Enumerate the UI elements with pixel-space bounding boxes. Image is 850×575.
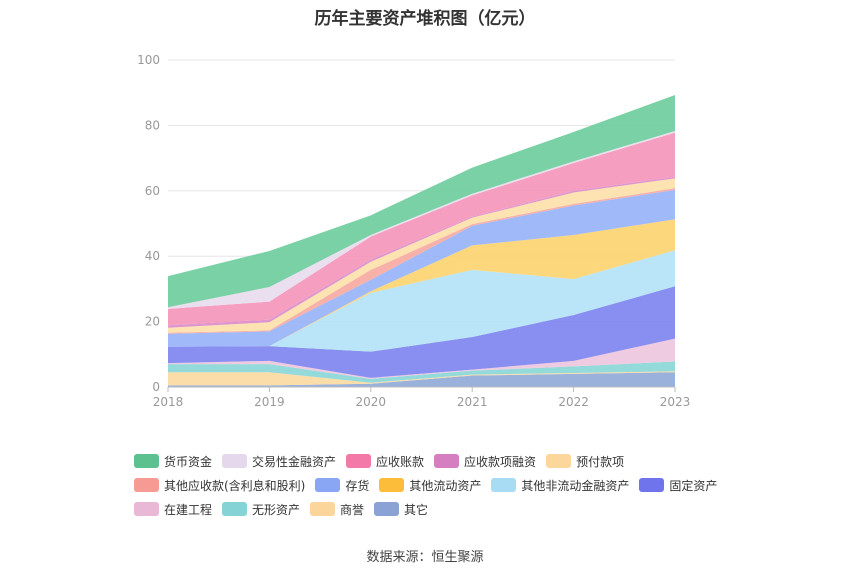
area-series-货币资金 bbox=[168, 94, 675, 308]
legend-label: 其他流动资产 bbox=[409, 478, 482, 493]
area-series-预付款项 bbox=[168, 178, 675, 333]
legend-item[interactable]: 其它 bbox=[374, 501, 428, 518]
legend-swatch bbox=[639, 478, 665, 492]
legend-label: 其它 bbox=[404, 502, 429, 517]
legend-swatch bbox=[222, 502, 248, 516]
legend-label: 应收款项融资 bbox=[464, 454, 537, 469]
legend-item[interactable]: 交易性金融资产 bbox=[222, 453, 336, 470]
legend-row: 货币资金 交易性金融资产 应收账款 应收款项融资 预付款项 bbox=[134, 449, 754, 473]
x-tick-label: 2023 bbox=[660, 395, 691, 409]
legend-item[interactable]: 无形资产 bbox=[222, 501, 300, 518]
y-tick-label: 60 bbox=[145, 184, 160, 198]
y-tick-label: 80 bbox=[145, 118, 160, 132]
legend-item[interactable]: 货币资金 bbox=[134, 453, 212, 470]
area-series-应收账款 bbox=[168, 132, 675, 326]
legend-label: 商誉 bbox=[340, 502, 365, 517]
legend-label: 在建工程 bbox=[164, 502, 213, 517]
y-tick-label: 20 bbox=[145, 315, 160, 329]
legend-item[interactable]: 其他非流动金融资产 bbox=[491, 477, 629, 494]
legend-item[interactable]: 应收款项融资 bbox=[434, 453, 536, 470]
y-tick-label: 100 bbox=[137, 53, 160, 67]
stacked-area-chart: 0 20 40 60 80 100 2018 2019 2020 2021 2022 2023 bbox=[137, 53, 690, 409]
legend-item[interactable]: 在建工程 bbox=[134, 501, 212, 518]
legend-item[interactable]: 其他流动资产 bbox=[379, 477, 481, 494]
x-tick-label: 2021 bbox=[457, 395, 488, 409]
legend-swatch bbox=[134, 478, 159, 492]
area-series-商誉 bbox=[168, 371, 675, 386]
legend-swatch bbox=[374, 502, 400, 516]
x-tick-label: 2018 bbox=[153, 395, 184, 409]
area-series-layer bbox=[168, 94, 675, 387]
legend-label: 其他非流动金融资产 bbox=[521, 478, 630, 493]
axes: 0 20 40 60 80 100 2018 2019 2020 2021 2022 2023 bbox=[137, 53, 690, 409]
area-series-其他流动资产 bbox=[168, 219, 675, 347]
x-tick-label: 2019 bbox=[254, 395, 285, 409]
legend-label: 无形资产 bbox=[252, 502, 301, 517]
legend-swatch bbox=[310, 502, 336, 516]
legend-swatch bbox=[546, 454, 572, 468]
chart-title: 历年主要资产堆积图（亿元） bbox=[314, 9, 536, 29]
legend-row: 其他应收款(含利息和股利) 存货 其他流动资产 其他非流动金融资产 固定资产 bbox=[134, 473, 754, 497]
y-tick-label: 0 bbox=[152, 380, 160, 394]
legend-item[interactable]: 商誉 bbox=[310, 501, 364, 518]
legend-label: 应收账款 bbox=[376, 454, 425, 469]
legend-item[interactable]: 其他应收款(含利息和股利) bbox=[134, 477, 305, 494]
legend-swatch bbox=[134, 454, 159, 468]
legend-swatch bbox=[315, 478, 341, 492]
legend-label: 其他应收款(含利息和股利) bbox=[164, 478, 306, 493]
legend-row: 在建工程 无形资产 商誉 其它 bbox=[134, 497, 754, 521]
legend-swatch bbox=[434, 454, 460, 468]
x-tick-label: 2020 bbox=[356, 395, 387, 409]
legend: 货币资金 交易性金融资产 应收账款 应收款项融资 预付款项其他应收款(含利息和股利) 存货… bbox=[134, 449, 754, 521]
legend-item[interactable]: 固定资产 bbox=[639, 477, 717, 494]
legend-item[interactable]: 应收账款 bbox=[346, 453, 424, 470]
legend-label: 预付款项 bbox=[576, 454, 625, 469]
data-source-note: 数据来源：恒生聚源 bbox=[366, 550, 484, 565]
x-tick-label: 2022 bbox=[558, 395, 589, 409]
legend-swatch bbox=[379, 478, 405, 492]
legend-swatch bbox=[222, 454, 248, 468]
legend-item[interactable]: 存货 bbox=[315, 477, 369, 494]
legend-label: 固定资产 bbox=[669, 478, 718, 493]
legend-label: 货币资金 bbox=[164, 454, 213, 469]
legend-label: 交易性金融资产 bbox=[252, 454, 337, 469]
area-series-其他非流动金融资产 bbox=[168, 250, 675, 352]
area-series-其它 bbox=[168, 372, 675, 387]
legend-label: 存货 bbox=[345, 478, 370, 493]
y-tick-label: 40 bbox=[145, 249, 160, 263]
legend-item[interactable]: 预付款项 bbox=[546, 453, 624, 470]
area-series-固定资产 bbox=[168, 286, 675, 378]
legend-swatch bbox=[491, 478, 517, 492]
area-series-无形资产 bbox=[168, 361, 675, 383]
area-series-存货 bbox=[168, 189, 675, 347]
legend-swatch bbox=[346, 454, 372, 468]
legend-swatch bbox=[134, 502, 159, 516]
